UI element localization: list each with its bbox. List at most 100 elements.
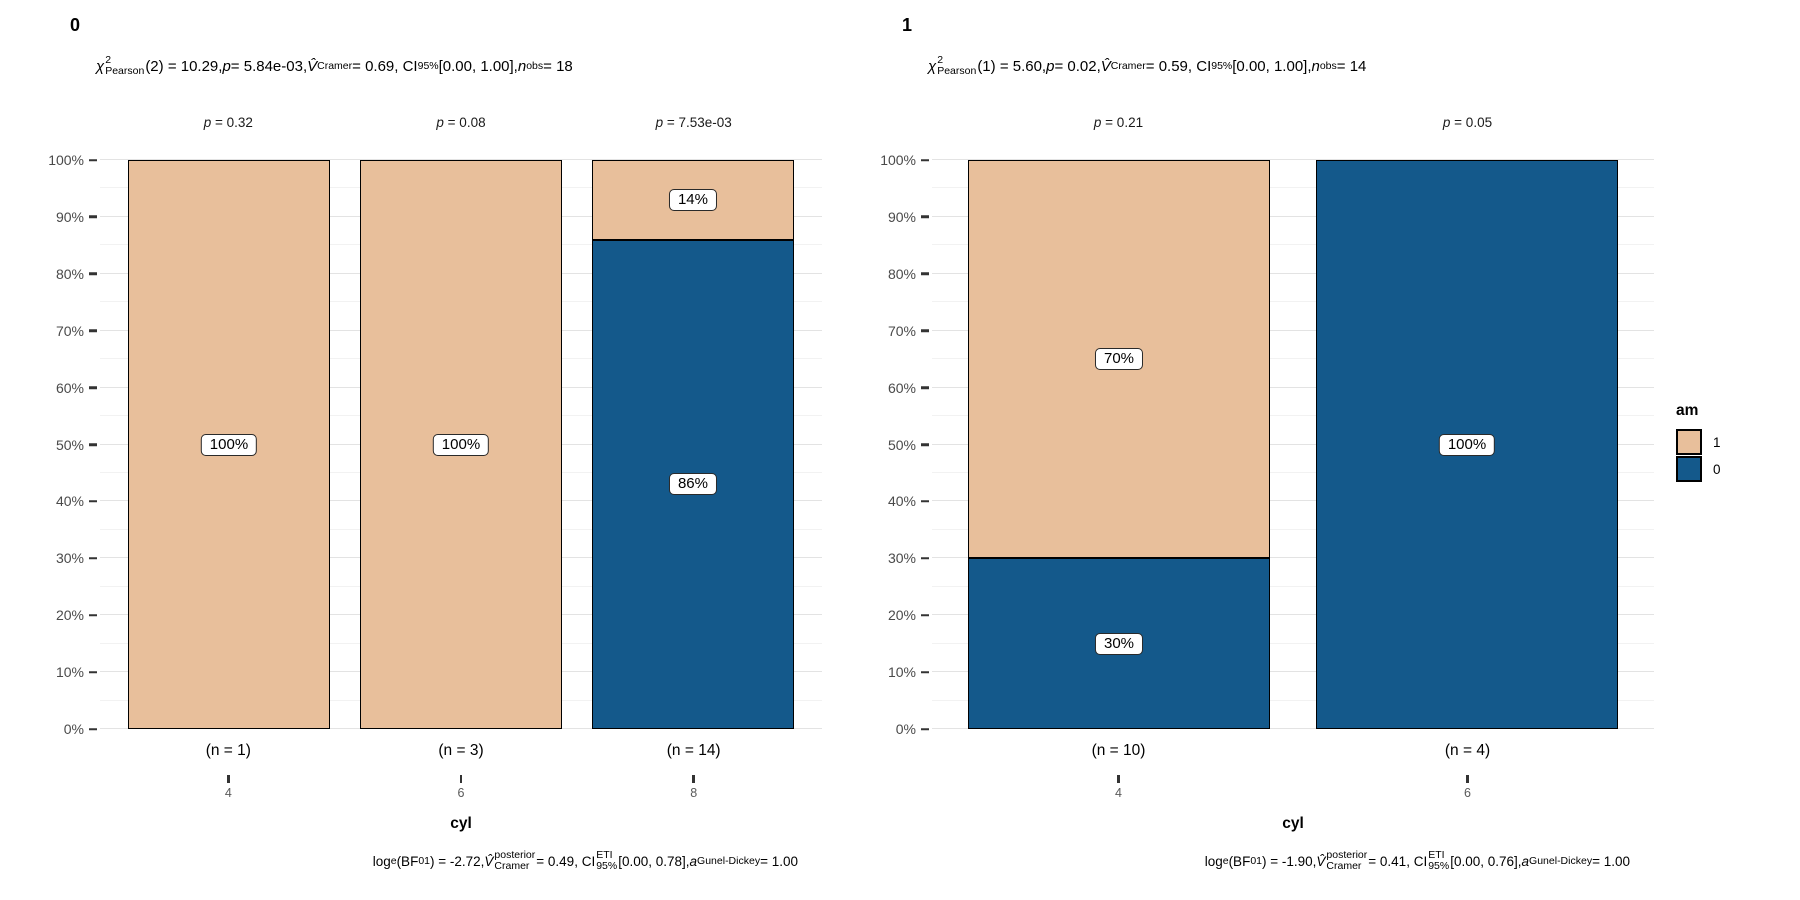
y-axis: 0% 10% 20% 30% 40% 50% 60% 70% 80% 90% 100% [8,152,100,737]
panel-title: 0 [70,15,81,35]
text-segment: [0.00, 0.78], [618,853,690,869]
text-segment: log [372,853,391,869]
bar-slot: 30% 70% [945,160,1293,729]
p-value-label: p = 0.21 [1093,115,1144,130]
y-tick-label: 20% [887,607,916,624]
n-count-label: (n = 10) [1091,742,1146,759]
gridline [932,272,1654,274]
y-tick-label: 70% [55,322,84,339]
y-tick-mark [89,158,97,162]
panel-0: 0 χ 2 Pearson (2) = 10.29, p = 5.84e-03, V̂… [8,14,840,900]
x-tick-mark [1117,775,1120,783]
superscript: posterior [494,848,536,861]
y-tick-label: 60% [55,379,84,396]
y-tick-label: 90% [887,208,916,225]
superscript: 2 [105,53,112,66]
y-tick-mark [921,272,929,276]
text-segment: V̂ [1100,57,1111,75]
y-tick-mark [89,727,97,731]
x-tick-label: 6 [457,786,465,800]
script-stack: ETI 95% [1428,849,1450,872]
y-tick-label: 100% [880,152,916,168]
x-tick: 4 [112,775,345,811]
panel-1: 1 χ 2 Pearson (1) = 5.60, p = 0.02, V̂ Crame… [840,14,1672,900]
y-tick-mark [89,272,97,276]
percent-label: 100% [200,433,258,456]
gridline [932,642,1654,644]
y-tick-mark [921,727,929,731]
percent-label: 100% [1438,433,1496,456]
script-stack: ETI 95% [596,849,617,872]
legend-key: 1 [1676,429,1792,456]
text-segment: Cramer [317,60,353,72]
x-tick-row: 4 6 8 [100,775,822,811]
text-segment: = 18 [543,57,573,75]
text-segment: Cramer [1110,60,1146,72]
text-segment: a [1521,853,1530,869]
n-count-label: (n = 3) [438,742,484,759]
gridline [932,728,1654,729]
frequentist-stats-subtitle: χ 2 Pearson (2) = 10.29, p = 5.84e-03, V̂ Cr… [8,44,840,88]
p-value-label: p = 0.32 [203,115,253,130]
y-tick-label: 10% [887,664,916,681]
text-segment: e [1222,855,1229,867]
y-tick-mark [89,670,97,674]
y-tick-label: 60% [887,379,916,396]
text-segment: = 1.00 [1592,853,1630,869]
p-value-label: p = 0.08 [436,115,486,130]
y-tick-label: 30% [887,550,916,567]
bar: 30% 70% [967,160,1271,729]
n-label-row: (n = 1) (n = 3) (n = 14) [100,729,822,775]
y-tick-mark [921,329,929,332]
text-segment: (BF [396,853,419,869]
bar-slot: 100% [345,160,577,729]
y-tick-mark [921,557,929,560]
text-segment: χ [96,57,105,75]
x-tick: 6 [1293,775,1642,811]
subscript: Pearson [105,65,145,77]
gridline [932,614,1654,616]
text-segment: log [1204,853,1223,869]
y-tick-label: 0% [895,721,916,737]
text-segment: = 0.59, CI [1145,57,1212,75]
x-tick-label: 6 [1464,786,1471,800]
superscript: 2 [937,53,944,66]
x-tick: 8 [577,775,810,811]
y-tick-label: 80% [55,265,84,282]
script-stack: posterior Cramer [494,848,536,872]
gridline [932,187,1654,189]
text-segment: V̂ [1316,853,1326,869]
subscript: Cramer [494,860,530,872]
gridline [932,557,1654,559]
n-count-label: (n = 1) [205,742,251,759]
gridline [932,329,1654,331]
text-segment: Gunel-Dickey [1529,855,1593,867]
y-tick-mark [89,443,97,446]
text-segment: n [1311,57,1320,75]
bar: 100% [1315,160,1619,729]
text-segment: ) = -1.90, [1262,853,1317,869]
text-segment: (1) = 5.60, [977,57,1047,75]
bars: 30% 70% 100% [932,160,1654,729]
legend-key-label: 1 [1713,434,1721,450]
script-stack: posterior Cramer [1326,849,1367,872]
script-stack: 2 Pearson [937,53,976,77]
text-segment: = 1.00 [760,853,798,869]
subscript: Cramer [1326,860,1362,872]
plot-area: 30% 70% 100% [932,159,1654,729]
legend-swatch [1676,456,1702,482]
y-axis: 0% 10% 20% 30% 40% 50% 60% 70% 80% 90% 100% [840,152,932,737]
text-segment: p [1046,57,1055,75]
subscript: 95% [1428,860,1450,872]
y-tick-label: 10% [55,664,84,681]
y-tick-label: 90% [55,208,84,225]
n-count-label: (n = 14) [666,742,721,759]
bar: 100% [128,160,330,729]
gridline [100,159,822,160]
legend-key: 0 [1676,456,1792,483]
y-tick-mark [89,557,97,560]
text-segment: 95% [1211,60,1233,72]
gridline [932,528,1654,530]
plot-row: 0% 10% 20% 30% 40% 50% 60% 70% 80% 90% 100% 30% 70%… [840,152,1672,737]
gridline [932,500,1654,502]
